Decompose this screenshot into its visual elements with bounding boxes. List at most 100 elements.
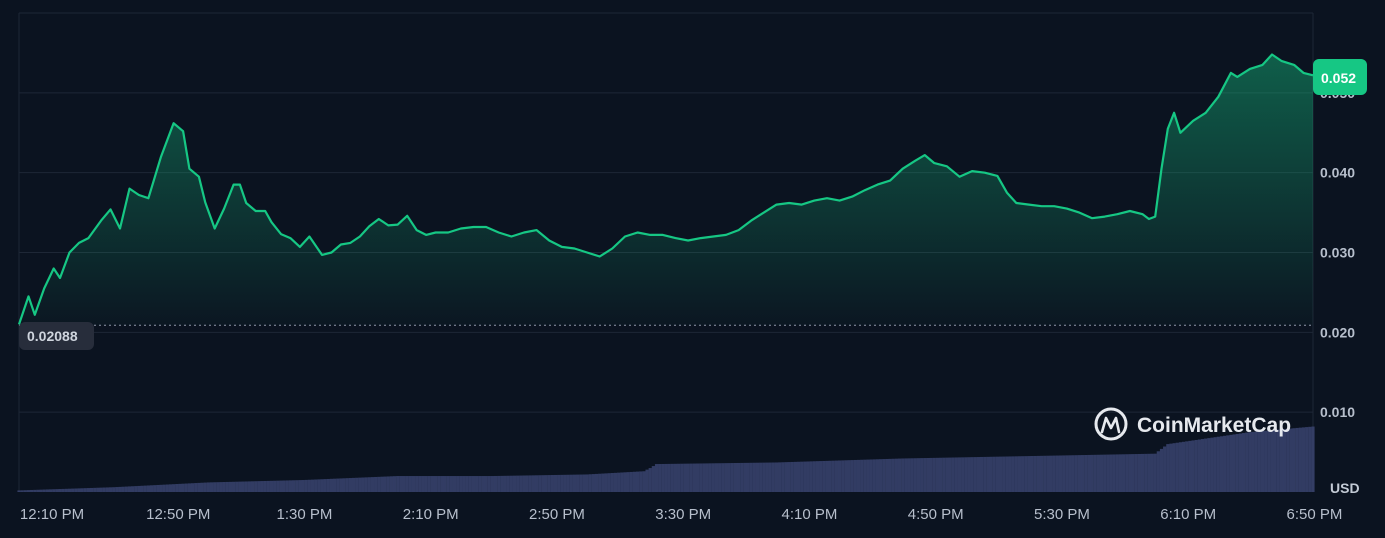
volume-bar (686, 463, 690, 492)
volume-bar (967, 457, 971, 492)
volume-bar (1257, 431, 1261, 492)
volume-bar (1229, 434, 1233, 492)
volume-bar (1191, 440, 1195, 492)
volume-bar (1002, 456, 1006, 492)
volume-bar (1137, 453, 1142, 492)
watermark: CoinMarketCap (1094, 407, 1291, 441)
volume-bar (992, 456, 996, 492)
volume-bar (509, 475, 513, 492)
volume-bar (1276, 429, 1280, 492)
volume-bar (222, 482, 226, 492)
volume-bar (566, 474, 570, 492)
volume-bar (809, 461, 813, 492)
volume-bar (1182, 441, 1186, 492)
volume-bar (61, 488, 65, 492)
volume-bar (108, 487, 113, 492)
volume-bar (677, 463, 681, 492)
volume-bar (298, 480, 302, 492)
last-price-badge: 0.052 (1313, 59, 1367, 95)
volume-bar (670, 463, 674, 492)
volume-bar (1260, 431, 1265, 492)
volume-bar (591, 474, 596, 492)
volume-bar (55, 489, 59, 492)
volume-bar (175, 484, 179, 492)
volume-bar (1099, 454, 1104, 492)
volume-bar (576, 474, 580, 492)
volume-bar (1027, 456, 1031, 492)
volume-bar (1197, 439, 1201, 492)
volume-bar (247, 481, 251, 492)
volume-bar (1282, 429, 1287, 492)
volume-bar (642, 471, 646, 492)
volume-bar (1238, 433, 1243, 492)
volume-bar (291, 480, 296, 492)
volume-bar (326, 478, 330, 492)
volume-bar (418, 476, 422, 492)
volume-bar (1267, 430, 1271, 492)
volume-bar (1194, 439, 1198, 492)
volume-bar (951, 457, 955, 492)
x-tick-label: 6:10 PM (1160, 506, 1216, 523)
volume-bar (550, 475, 554, 492)
volume-bar (620, 472, 624, 492)
volume-bar (1109, 454, 1113, 492)
volume-bar (882, 459, 886, 492)
volume-bar (1071, 455, 1075, 492)
volume-bar (506, 475, 510, 492)
volume-bar (1301, 427, 1306, 492)
volume-bar (740, 462, 744, 492)
volume-bar (863, 459, 867, 492)
volume-bar (1150, 453, 1154, 492)
volume-bar (803, 461, 807, 492)
volume-bar (718, 463, 722, 492)
volume-bar (1118, 454, 1123, 492)
volume-bar (910, 458, 914, 492)
volume-bar (143, 485, 147, 492)
volume-bar (736, 462, 741, 492)
volume-bar (1131, 454, 1135, 492)
x-tick-label: 3:30 PM (655, 506, 711, 523)
volume-bar (1163, 446, 1167, 492)
volume-bar (929, 457, 933, 492)
volume-bar (875, 459, 880, 492)
volume-bar (493, 475, 498, 492)
volume-bar (427, 476, 431, 492)
volume-bar (1153, 453, 1157, 492)
volume-bar (651, 466, 655, 492)
volume-bar (288, 480, 293, 492)
volume-bar (888, 458, 892, 492)
x-tick-label: 12:10 PM (20, 506, 84, 523)
volume-bar (118, 486, 122, 492)
volume-bar (907, 458, 911, 492)
volume-bar (998, 456, 1003, 492)
volume-bar (850, 460, 854, 492)
volume-bar (399, 476, 403, 492)
volume-bar (774, 462, 779, 492)
volume-bar (1188, 440, 1192, 492)
volume-bar (1178, 442, 1183, 492)
volume-bar (162, 484, 166, 492)
volume-bar (1090, 454, 1094, 492)
volume-bar (885, 458, 889, 492)
volume-bar (658, 464, 662, 492)
volume-bar (389, 476, 394, 492)
volume-bar (370, 477, 375, 492)
volume-bar (187, 483, 192, 492)
volume-bar (26, 490, 31, 492)
volume-bar (301, 480, 305, 492)
volume-bar (156, 484, 160, 492)
volume-bar (1175, 442, 1179, 492)
y-tick-label: 0.030 (1320, 245, 1355, 261)
volume-bar (957, 457, 962, 492)
volume-bar (131, 486, 135, 492)
volume-bar (853, 459, 857, 492)
volume-bar (386, 476, 390, 492)
volume-bar (279, 480, 283, 492)
volume-bar (503, 475, 507, 492)
volume-bar (1103, 454, 1107, 492)
volume-bar (1245, 432, 1249, 492)
volume-bar (680, 463, 684, 492)
volume-bar (250, 481, 255, 492)
volume-bar (1036, 455, 1041, 492)
volume-bar (525, 475, 529, 492)
